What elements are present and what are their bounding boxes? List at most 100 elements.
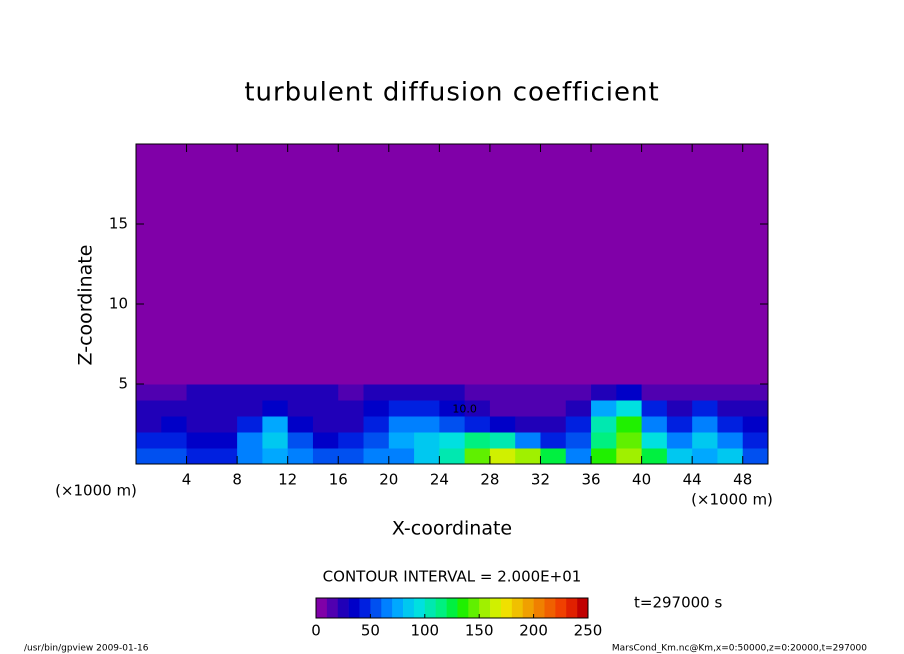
heatmap-cell xyxy=(666,256,693,273)
heatmap-cell xyxy=(464,352,491,369)
heatmap-cell xyxy=(742,240,769,257)
heatmap-cell xyxy=(616,160,643,177)
heatmap-cell xyxy=(338,368,365,385)
heatmap-cell xyxy=(388,208,415,225)
heatmap-cell xyxy=(186,416,213,433)
heatmap-cell xyxy=(414,448,440,465)
heatmap-cell xyxy=(591,368,617,385)
heatmap-cell xyxy=(186,192,213,209)
heatmap-cell xyxy=(237,384,263,401)
heatmap-cell xyxy=(237,272,263,289)
heatmap-cell xyxy=(464,144,491,161)
colorbar-cell xyxy=(392,598,404,618)
heatmap-cell xyxy=(717,432,744,449)
heatmap-cell xyxy=(565,448,592,465)
x-tick-label: 12 xyxy=(278,471,297,489)
heatmap-cell xyxy=(489,320,516,337)
heatmap-cell xyxy=(591,160,617,177)
x-tick-label: 24 xyxy=(430,471,449,489)
heatmap-cell xyxy=(439,304,466,321)
heatmap-cell xyxy=(388,160,415,177)
colorbar-cell xyxy=(457,598,469,618)
heatmap-cell xyxy=(489,288,516,305)
heatmap-cell xyxy=(136,176,162,193)
heatmap-cell xyxy=(439,416,466,433)
heatmap-cell xyxy=(464,400,491,417)
heatmap-cell xyxy=(439,336,466,353)
heatmap-cell xyxy=(515,320,541,337)
heatmap-cell xyxy=(692,416,718,433)
heatmap-cell xyxy=(565,304,592,321)
heatmap-cell xyxy=(287,400,314,417)
colorbar-cell xyxy=(566,598,578,618)
heatmap-cell xyxy=(565,352,592,369)
heatmap-cell xyxy=(616,256,643,273)
heatmap-cell xyxy=(540,176,567,193)
heatmap-cell xyxy=(312,144,339,161)
heatmap-cell xyxy=(591,304,617,321)
heatmap-cell xyxy=(211,160,238,177)
heatmap-cell xyxy=(666,336,693,353)
heatmap-cell xyxy=(439,240,466,257)
heatmap-cell xyxy=(414,384,440,401)
heatmap-cell xyxy=(186,160,213,177)
heatmap-cell xyxy=(287,448,314,465)
contour-label: 10.0 xyxy=(452,403,477,416)
heatmap-cell xyxy=(666,144,693,161)
heatmap-cell xyxy=(186,384,213,401)
heatmap-cell xyxy=(692,240,718,257)
heatmap-cell xyxy=(616,384,643,401)
heatmap-cell xyxy=(692,208,718,225)
heatmap-cell xyxy=(312,384,339,401)
heatmap-cell xyxy=(717,336,744,353)
heatmap-cell xyxy=(692,272,718,289)
heatmap-cell xyxy=(616,272,643,289)
heatmap-cell xyxy=(742,352,769,369)
heatmap-cell xyxy=(742,432,769,449)
heatmap-cell xyxy=(692,192,718,209)
heatmap-cell xyxy=(161,448,188,465)
heatmap-cell xyxy=(414,176,440,193)
heatmap-cell xyxy=(515,160,541,177)
heatmap-cell xyxy=(414,368,440,385)
heatmap-cell xyxy=(464,304,491,321)
heatmap-cell xyxy=(616,352,643,369)
heatmap-cell xyxy=(312,160,339,177)
heatmap-cell xyxy=(262,336,289,353)
heatmap-cell xyxy=(641,416,668,433)
heatmap-cell xyxy=(666,416,693,433)
heatmap-cell xyxy=(262,352,289,369)
heatmap-cell xyxy=(211,320,238,337)
y-tick-label: 5 xyxy=(118,375,128,393)
heatmap-cell xyxy=(136,432,162,449)
heatmap-cell xyxy=(616,368,643,385)
heatmap-cell xyxy=(489,192,516,209)
heatmap-cell xyxy=(262,368,289,385)
heatmap-cell xyxy=(666,368,693,385)
heatmap-cell xyxy=(666,240,693,257)
x-tick-label: 20 xyxy=(379,471,398,489)
heatmap-cell xyxy=(186,304,213,321)
heatmap-cell xyxy=(388,352,415,369)
colorbar-cell xyxy=(490,598,502,618)
heatmap-cell xyxy=(237,256,263,273)
heatmap-cell xyxy=(262,416,289,433)
heatmap-cell xyxy=(489,208,516,225)
colorbar-cell xyxy=(468,598,480,618)
heatmap-cell xyxy=(540,336,567,353)
heatmap-cell xyxy=(287,352,314,369)
heatmap-cell xyxy=(262,160,289,177)
heatmap-cell xyxy=(161,208,188,225)
heatmap-cell xyxy=(388,192,415,209)
heatmap-cell xyxy=(136,144,162,161)
colorbar-cell xyxy=(337,598,349,618)
heatmap-cell xyxy=(641,336,668,353)
heatmap-cell xyxy=(161,384,188,401)
heatmap-cell xyxy=(338,160,365,177)
heatmap-cell xyxy=(161,240,188,257)
heatmap-cell xyxy=(742,288,769,305)
heatmap-cell xyxy=(312,192,339,209)
heatmap-cell xyxy=(515,336,541,353)
heatmap-cell xyxy=(388,384,415,401)
heatmap-cell xyxy=(692,144,718,161)
